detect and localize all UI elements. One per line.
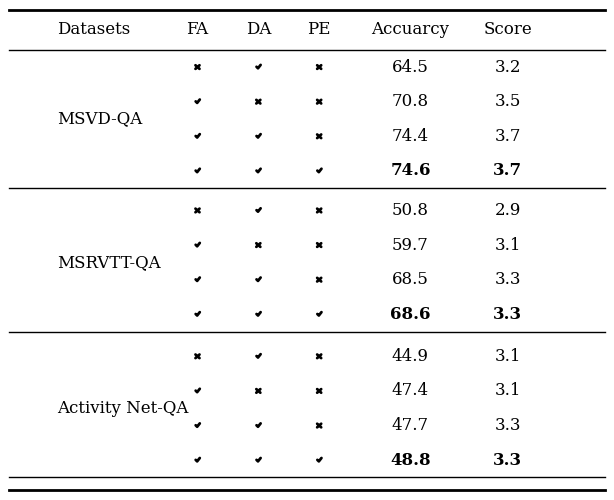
Text: PE: PE xyxy=(308,22,331,38)
Text: Accuarcy: Accuarcy xyxy=(371,22,449,38)
Text: 47.7: 47.7 xyxy=(392,417,429,434)
Text: 47.4: 47.4 xyxy=(392,382,429,400)
Text: 2.9: 2.9 xyxy=(495,202,521,219)
Text: 68.5: 68.5 xyxy=(392,271,429,288)
Text: 3.7: 3.7 xyxy=(494,128,521,145)
Text: 3.3: 3.3 xyxy=(493,306,523,323)
Text: 3.1: 3.1 xyxy=(494,236,521,254)
Text: Score: Score xyxy=(483,22,532,38)
Text: 59.7: 59.7 xyxy=(392,236,429,254)
Text: 74.4: 74.4 xyxy=(392,128,429,145)
Text: 3.1: 3.1 xyxy=(494,382,521,400)
Text: MSVD-QA: MSVD-QA xyxy=(58,110,143,128)
Text: MSRVTT-QA: MSRVTT-QA xyxy=(58,254,161,271)
Text: 50.8: 50.8 xyxy=(392,202,429,219)
Text: DA: DA xyxy=(246,22,271,38)
Text: 68.6: 68.6 xyxy=(390,306,430,323)
Text: 70.8: 70.8 xyxy=(392,93,429,110)
Text: 74.6: 74.6 xyxy=(390,162,430,180)
Text: Activity Net-QA: Activity Net-QA xyxy=(58,400,189,416)
Text: Datasets: Datasets xyxy=(58,22,131,38)
Text: 3.7: 3.7 xyxy=(493,162,523,180)
Text: 64.5: 64.5 xyxy=(392,58,429,76)
Text: 3.3: 3.3 xyxy=(493,452,523,468)
Text: 3.3: 3.3 xyxy=(494,271,521,288)
Text: 44.9: 44.9 xyxy=(392,348,429,365)
Text: 3.5: 3.5 xyxy=(495,93,521,110)
Text: 3.3: 3.3 xyxy=(494,417,521,434)
Text: 3.1: 3.1 xyxy=(494,348,521,365)
Text: FA: FA xyxy=(187,22,209,38)
Text: 3.2: 3.2 xyxy=(494,58,521,76)
Text: 48.8: 48.8 xyxy=(390,452,431,468)
